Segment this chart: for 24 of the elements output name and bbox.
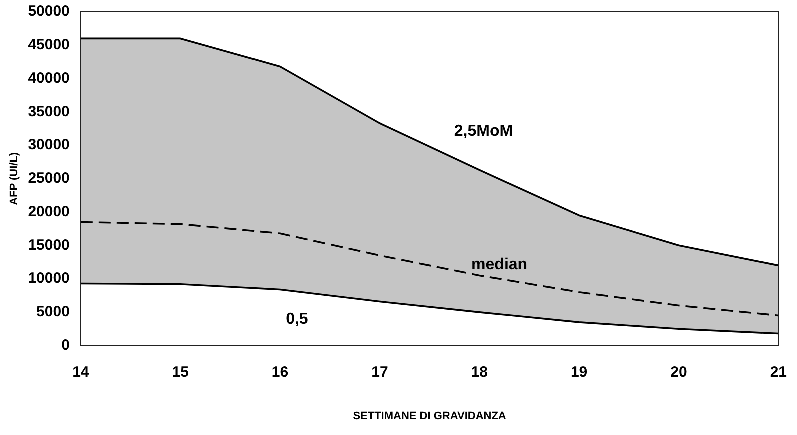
y-tick-label: 40000 — [28, 70, 70, 87]
y-tick-label: 45000 — [28, 36, 70, 54]
series-label: 0,5 — [286, 311, 308, 328]
x-tick-label: 20 — [670, 364, 688, 381]
x-tick-label: 16 — [272, 364, 289, 381]
x-tick-label: 21 — [770, 364, 787, 381]
x-tick-label: 18 — [471, 364, 488, 381]
x-tick-label: 15 — [172, 364, 189, 381]
y-tick-label: 50000 — [28, 3, 70, 20]
y-tick-label: 0 — [62, 336, 70, 354]
y-tick-label: 25000 — [28, 170, 70, 188]
x-tick-label: 17 — [372, 364, 388, 381]
x-tick-label: 14 — [72, 364, 90, 381]
y-tick-label: 35000 — [28, 103, 70, 120]
x-tick-label: 19 — [570, 364, 588, 381]
x-axis-title: SETTIMANE DI GRAVIDANZA — [353, 410, 506, 422]
y-tick-label: 20000 — [28, 203, 70, 220]
y-tick-label: 30000 — [28, 136, 70, 154]
series-label: 2,5MoM — [454, 122, 514, 140]
y-tick-label: 15000 — [28, 236, 70, 254]
series-label: median — [472, 256, 528, 274]
y-tick-label: 10000 — [28, 270, 70, 288]
y-tick-label: 5000 — [36, 304, 70, 321]
y-axis-title: AFP (UI/L) — [8, 152, 21, 206]
